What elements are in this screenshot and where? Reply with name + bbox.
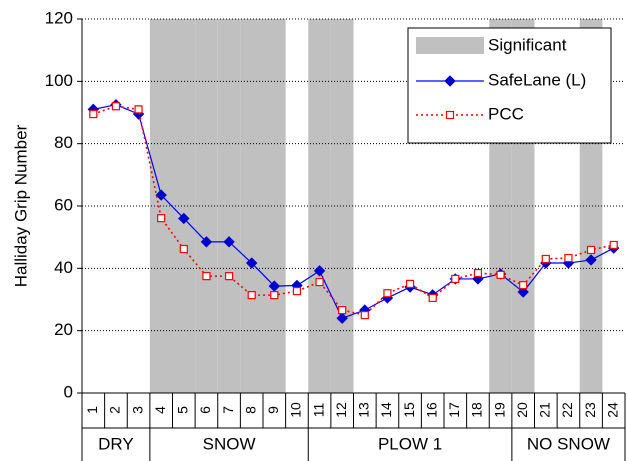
y-tick-label: 80 bbox=[54, 133, 73, 152]
marker bbox=[224, 272, 234, 281]
x-tick-label: 15 bbox=[401, 402, 417, 418]
marker bbox=[245, 257, 258, 269]
legend-label: Significant bbox=[488, 35, 567, 54]
significant-band bbox=[330, 19, 354, 393]
x-tick-label: 7 bbox=[220, 406, 236, 414]
marker bbox=[89, 109, 98, 119]
significant-band bbox=[172, 19, 196, 393]
marker bbox=[247, 291, 256, 300]
marker bbox=[360, 310, 369, 320]
marker bbox=[445, 110, 455, 120]
y-tick-label: 20 bbox=[54, 320, 73, 339]
marker bbox=[157, 214, 166, 223]
significant-band bbox=[195, 19, 218, 393]
x-tick-label: 8 bbox=[242, 406, 258, 414]
marker bbox=[178, 212, 190, 225]
marker bbox=[313, 265, 326, 277]
y-tick-label: 40 bbox=[54, 258, 73, 277]
group-label: DRY bbox=[98, 434, 134, 453]
x-tick-label: 4 bbox=[152, 406, 168, 414]
marker bbox=[383, 289, 392, 298]
marker bbox=[200, 236, 213, 248]
x-tick-label: 2 bbox=[107, 406, 123, 414]
marker bbox=[292, 286, 302, 296]
marker bbox=[155, 189, 167, 201]
x-tick-label: 13 bbox=[356, 402, 372, 418]
marker bbox=[519, 281, 528, 290]
group-label: SNOW bbox=[203, 434, 256, 453]
x-tick-label: 3 bbox=[129, 406, 145, 414]
x-tick-label: 18 bbox=[469, 402, 485, 418]
series-line bbox=[93, 105, 614, 316]
x-tick-label: 16 bbox=[423, 402, 439, 418]
legend-label: SafeLane (L) bbox=[488, 70, 586, 89]
marker bbox=[473, 268, 483, 278]
marker bbox=[405, 279, 415, 289]
group-label: PLOW 1 bbox=[378, 434, 442, 453]
x-tick-label: 1 bbox=[84, 406, 100, 414]
y-tick-label: 100 bbox=[45, 71, 73, 90]
x-tick-label: 5 bbox=[175, 406, 191, 414]
x-tick-label: 21 bbox=[537, 402, 553, 418]
legend-label: PCC bbox=[488, 104, 524, 123]
x-tick-label: 14 bbox=[378, 402, 394, 418]
marker bbox=[202, 272, 211, 281]
marker bbox=[585, 254, 597, 266]
x-tick-label: 24 bbox=[604, 402, 620, 418]
marker bbox=[428, 293, 437, 303]
x-tick-label: 19 bbox=[491, 402, 507, 418]
y-tick-label: 120 bbox=[45, 8, 73, 27]
marker bbox=[609, 240, 618, 250]
y-axis-label: Halliday Grip Number bbox=[11, 124, 30, 287]
x-tick-label: 22 bbox=[559, 402, 575, 418]
significant-band bbox=[149, 19, 173, 393]
marker bbox=[444, 75, 456, 87]
marker bbox=[134, 105, 143, 114]
legend: Significant SafeLane (L) PCC bbox=[407, 27, 612, 144]
significant-band bbox=[240, 19, 263, 393]
legend-swatch bbox=[416, 37, 484, 54]
marker bbox=[179, 244, 188, 254]
x-tick-label: 20 bbox=[514, 402, 530, 418]
marker bbox=[336, 312, 348, 324]
marker bbox=[315, 277, 324, 287]
marker bbox=[223, 236, 235, 248]
marker bbox=[541, 254, 550, 264]
marker bbox=[586, 245, 596, 255]
x-tick-label: 12 bbox=[333, 402, 349, 418]
x-tick-label: 6 bbox=[197, 406, 213, 414]
x-tick-label: 17 bbox=[446, 402, 462, 418]
x-tick-label: 10 bbox=[288, 402, 304, 418]
marker bbox=[517, 286, 529, 298]
y-tick-label: 60 bbox=[54, 195, 73, 214]
marker bbox=[496, 270, 505, 279]
x-tick-label: 9 bbox=[265, 406, 281, 414]
x-tick-label: 11 bbox=[310, 403, 326, 418]
marker bbox=[564, 253, 573, 263]
y-tick-label: 0 bbox=[64, 382, 73, 401]
marker bbox=[270, 291, 279, 300]
x-tick-label: 23 bbox=[582, 402, 598, 418]
group-label: NO SNOW bbox=[527, 434, 610, 453]
marker bbox=[111, 102, 121, 111]
marker bbox=[338, 305, 347, 315]
marker bbox=[451, 274, 460, 284]
